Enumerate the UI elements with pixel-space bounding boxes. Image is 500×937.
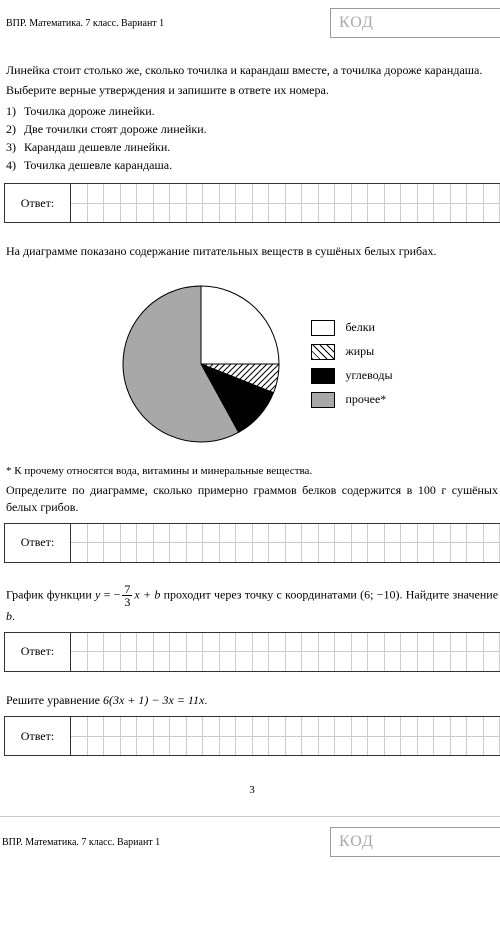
answer-cells[interactable]: [71, 717, 500, 755]
header: ВПР. Математика. 7 класс. Вариант 1 КОД: [4, 8, 500, 38]
q7-prompt: График функции y = −73x + b проходит чер…: [6, 583, 498, 624]
page: ВПР. Математика. 7 класс. Вариант 1 КОД …: [0, 0, 500, 817]
q5-prompt: Линейка стоит столько же, сколько точилк…: [6, 62, 498, 78]
kod-label: КОД: [339, 14, 374, 32]
kod-box: КОД: [330, 8, 500, 38]
q8-answer-grid[interactable]: Ответ:: [4, 716, 500, 756]
kod-label: КОД: [339, 833, 374, 851]
q5-option: 1)Точилка дороже линейки.: [6, 104, 500, 119]
answer-cells[interactable]: [71, 524, 500, 562]
legend-label: жиры: [345, 344, 374, 359]
page-number: 3: [4, 784, 500, 796]
answer-label: Ответ:: [5, 633, 71, 671]
footer: ВПР. Математика. 7 класс. Вариант 1 КОД: [0, 817, 500, 857]
q6-question: Определите по диаграмме, сколько примерн…: [6, 482, 498, 514]
q5-option: 4)Точилка дешевле карандаша.: [6, 158, 500, 173]
q6-answer-grid[interactable]: Ответ:: [4, 523, 500, 563]
q5-option: 2)Две точилки стоят дороже линейки.: [6, 122, 500, 137]
legend-swatch: [311, 368, 335, 384]
answer-label: Ответ:: [5, 717, 71, 755]
q8-prompt: Решите уравнение 6(3x + 1) − 3x = 11x.: [6, 692, 498, 708]
answer-cells[interactable]: [71, 633, 500, 671]
q5-subprompt: Выберите верные утверждения и запишите в…: [6, 82, 498, 98]
q5-options: 1)Точилка дороже линейки. 2)Две точилки …: [4, 104, 500, 173]
answer-label: Ответ:: [5, 184, 71, 222]
q6-footnote: * К прочему относятся вода, витамины и м…: [6, 464, 498, 479]
pie-chart: [111, 274, 291, 454]
q6-chart-wrap: белки жиры углеводы прочее*: [4, 274, 500, 454]
q5-option: 3)Карандаш дешевле линейки.: [6, 140, 500, 155]
legend-row: углеводы: [311, 368, 392, 384]
kod-box-footer: КОД: [330, 827, 500, 857]
q6-prompt: На диаграмме показано содержание питател…: [6, 243, 498, 259]
legend-row: жиры: [311, 344, 392, 360]
legend-swatch: [311, 392, 335, 408]
legend-row: прочее*: [311, 392, 392, 408]
q7-answer-grid[interactable]: Ответ:: [4, 632, 500, 672]
header-left: ВПР. Математика. 7 класс. Вариант 1: [4, 18, 164, 29]
pie-slice: [201, 286, 279, 364]
footer-left: ВПР. Математика. 7 класс. Вариант 1: [0, 837, 160, 848]
legend-label: углеводы: [345, 368, 392, 383]
pie-legend: белки жиры углеводы прочее*: [311, 312, 392, 416]
legend-row: белки: [311, 320, 392, 336]
q5-answer-grid[interactable]: Ответ:: [4, 183, 500, 223]
answer-cells[interactable]: [71, 184, 500, 222]
answer-label: Ответ:: [5, 524, 71, 562]
legend-label: белки: [345, 320, 375, 335]
legend-swatch: [311, 320, 335, 336]
legend-swatch: [311, 344, 335, 360]
legend-label: прочее*: [345, 392, 386, 407]
